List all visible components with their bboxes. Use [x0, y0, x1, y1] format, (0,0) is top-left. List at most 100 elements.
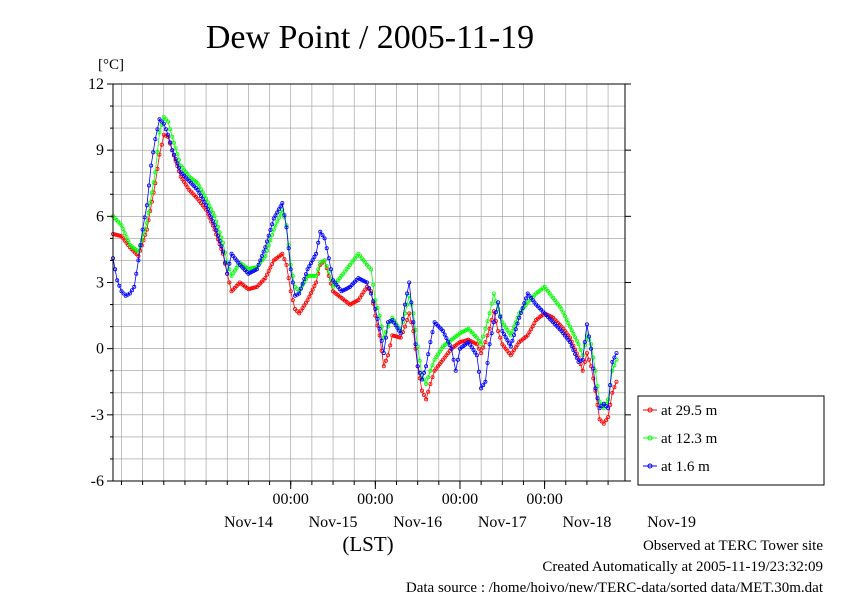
data-point — [409, 320, 414, 325]
data-point — [444, 336, 449, 341]
data-point — [601, 401, 606, 406]
data-point — [286, 246, 291, 251]
data-point — [363, 287, 368, 292]
data-point — [589, 346, 594, 351]
data-point — [314, 280, 319, 285]
data-point — [259, 253, 264, 258]
data-point — [491, 291, 496, 296]
data-point — [383, 358, 388, 363]
data-point — [525, 333, 530, 338]
data-point — [163, 127, 168, 132]
data-point — [275, 210, 280, 215]
data-point — [381, 335, 386, 340]
data-point — [165, 119, 170, 124]
data-point — [566, 321, 571, 326]
data-point — [295, 292, 300, 297]
data-point — [122, 231, 127, 236]
data-point — [426, 375, 431, 380]
data-point — [491, 320, 496, 325]
data-point — [284, 262, 289, 267]
data-point — [612, 363, 617, 368]
data-point — [200, 197, 205, 202]
data-point — [561, 310, 566, 315]
data-point — [373, 306, 378, 311]
data-point — [388, 319, 393, 324]
data-point — [369, 291, 374, 296]
y-tick-label: 3 — [96, 275, 104, 292]
data-point — [366, 265, 371, 270]
data-point — [314, 273, 319, 278]
data-point — [424, 364, 429, 369]
data-point — [559, 306, 564, 311]
data-point — [483, 340, 488, 345]
data-point — [295, 287, 300, 292]
x-date-label: Nov-15 — [309, 514, 358, 531]
data-point — [498, 314, 503, 319]
data-point — [595, 396, 600, 401]
y-tick-label: -3 — [91, 407, 104, 424]
data-point — [398, 331, 403, 336]
data-point — [428, 368, 433, 373]
data-point — [266, 243, 271, 248]
data-point — [584, 322, 589, 327]
data-point — [225, 271, 230, 276]
data-point — [400, 316, 405, 321]
data-point — [314, 251, 319, 256]
data-point — [587, 357, 592, 362]
data-point — [430, 330, 435, 335]
data-point — [608, 383, 613, 388]
data-point — [125, 292, 130, 297]
data-point — [146, 210, 151, 215]
data-point — [223, 260, 228, 265]
data-point — [487, 326, 492, 331]
data-point — [268, 238, 273, 243]
data-point — [288, 289, 293, 294]
legend-swatch-marker — [647, 407, 653, 413]
data-point — [407, 311, 412, 316]
data-point — [411, 320, 416, 325]
data-point — [455, 357, 460, 362]
data-point — [215, 233, 220, 238]
y-tick-label: 0 — [96, 341, 104, 358]
data-point — [278, 211, 283, 216]
data-point — [195, 187, 200, 192]
data-point — [417, 370, 422, 375]
data-point — [202, 200, 207, 205]
data-point — [476, 338, 481, 343]
data-point — [207, 211, 212, 216]
data-point — [493, 310, 498, 315]
data-point — [604, 401, 609, 406]
data-point — [318, 229, 323, 234]
data-point — [606, 406, 611, 411]
data-point — [417, 358, 422, 363]
data-point — [324, 263, 329, 268]
data-point — [580, 357, 585, 362]
data-point — [227, 280, 232, 285]
data-point — [359, 292, 364, 297]
data-point — [302, 276, 307, 281]
data-point — [453, 368, 458, 373]
data-point — [258, 258, 263, 263]
data-point — [171, 152, 176, 157]
data-point — [220, 240, 225, 245]
data-point — [402, 302, 407, 307]
data-point — [562, 313, 567, 318]
data-point — [606, 414, 611, 419]
data-point — [449, 346, 454, 351]
data-point — [371, 282, 376, 287]
data-point — [173, 156, 178, 161]
data-point — [591, 376, 596, 381]
data-point — [168, 127, 173, 132]
data-point — [129, 288, 134, 293]
data-point — [580, 368, 585, 373]
data-point — [121, 227, 126, 232]
data-point — [124, 235, 129, 240]
data-point — [430, 375, 435, 380]
data-point — [305, 298, 310, 303]
data-point — [474, 353, 479, 358]
data-point — [383, 335, 388, 340]
data-point — [369, 267, 374, 272]
data-point — [127, 291, 132, 296]
data-point — [212, 223, 217, 228]
data-point — [614, 351, 619, 356]
